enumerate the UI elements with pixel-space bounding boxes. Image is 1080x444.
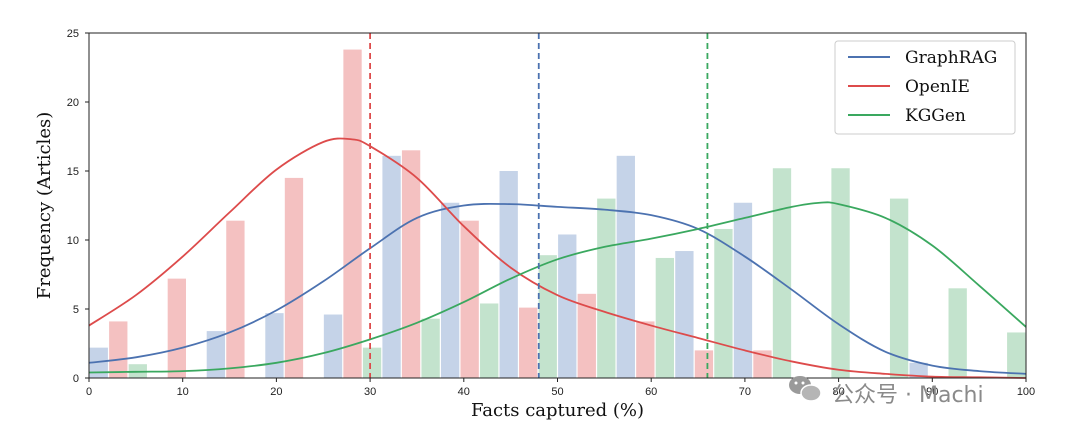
legend-items: GraphRAG OpenIE KGGen — [848, 48, 997, 126]
x-axis-title: Facts captured (%) — [471, 400, 644, 421]
bar-graphrag-bin-10 — [675, 251, 694, 378]
bar-kggen-bin-5 — [421, 318, 440, 378]
bar-graphrag-bin-8 — [558, 234, 577, 378]
bar-openie-bin-4 — [343, 49, 362, 379]
legend: GraphRAG OpenIE KGGen — [834, 40, 1016, 135]
bar-graphrag-bin-14 — [909, 362, 928, 378]
y-tick-label-5: 5 — [73, 304, 79, 316]
wechat-icon — [789, 376, 822, 402]
y-tick-label-10: 10 — [67, 235, 79, 247]
watermark-text: 公众号 · Machi — [832, 383, 984, 408]
bar-kggen-bin-12 — [831, 168, 850, 378]
y-axis-ticks: 0 5 10 15 20 25 — [67, 28, 89, 385]
watermark: 公众号 · Machi — [789, 376, 984, 408]
legend-label-kggen: KGGen — [905, 106, 966, 126]
y-tick-label-25: 25 — [67, 28, 79, 40]
x-tick-label-0: 0 — [86, 386, 92, 398]
bar-graphrag-bin-6 — [440, 202, 460, 378]
legend-box — [834, 40, 1016, 135]
y-tick-label-15: 15 — [67, 166, 79, 178]
kde-line-graphrag — [88, 202, 1027, 375]
bar-openie-bin-5 — [401, 150, 421, 378]
y-axis-title: Frequency (Articles) — [34, 112, 55, 299]
mean-lines-layer — [369, 33, 709, 378]
bar-kggen-bin-8 — [597, 198, 616, 378]
y-tick-label-20: 20 — [67, 97, 79, 109]
kde-line-kggen — [88, 201, 1027, 374]
bar-graphrag-bin-5 — [382, 155, 401, 378]
kde-layer — [88, 137, 1027, 379]
bar-kggen-bin-7 — [538, 255, 557, 378]
x-tick-label-100: 100 — [1017, 386, 1035, 398]
bar-openie-bin-3 — [284, 177, 304, 378]
bar-kggen-bin-4 — [362, 347, 382, 378]
bar-graphrag-bin-0 — [89, 347, 108, 378]
x-tick-label-50: 50 — [551, 386, 563, 398]
bar-openie-bin-1 — [167, 278, 186, 378]
bar-graphrag-bin-2 — [206, 331, 226, 378]
x-axis-ticks: 0 10 20 30 40 50 60 70 80 90 100 — [86, 378, 1035, 398]
bar-graphrag-bin-3 — [265, 313, 284, 378]
y-tick-label-0: 0 — [73, 373, 79, 385]
bar-graphrag-bin-7 — [499, 171, 518, 378]
legend-label-graphrag: GraphRAG — [905, 48, 997, 68]
bar-graphrag-bin-9 — [616, 155, 635, 378]
bar-graphrag-bin-4 — [323, 314, 343, 378]
x-tick-label-80: 80 — [832, 386, 844, 398]
bar-kggen-bin-13 — [889, 198, 909, 378]
bar-kggen-bin-9 — [655, 257, 675, 378]
bar-openie-bin-2 — [226, 220, 245, 378]
bar-openie-bin-10 — [694, 350, 714, 378]
x-tick-label-70: 70 — [739, 386, 751, 398]
x-tick-label-60: 60 — [645, 386, 657, 398]
bar-kggen-bin-15 — [1007, 332, 1026, 378]
bar-kggen-bin-10 — [714, 228, 733, 378]
x-tick-label-40: 40 — [458, 386, 470, 398]
x-tick-label-90: 90 — [926, 386, 938, 398]
legend-label-openie: OpenIE — [905, 77, 970, 97]
bar-openie-bin-0 — [109, 321, 128, 378]
kde-line-openie — [88, 137, 1027, 379]
bar-graphrag-bin-11 — [733, 202, 753, 378]
bar-openie-bin-11 — [753, 350, 772, 378]
bar-openie-bin-9 — [636, 321, 655, 378]
bar-kggen-bin-11 — [772, 168, 792, 378]
x-tick-label-30: 30 — [364, 386, 376, 398]
bar-kggen-bin-6 — [480, 303, 499, 378]
x-tick-label-20: 20 — [270, 386, 282, 398]
bar-openie-bin-7 — [519, 307, 538, 378]
bar-kggen-bin-14 — [948, 288, 967, 378]
bar-openie-bin-8 — [577, 293, 596, 378]
x-tick-label-10: 10 — [177, 386, 189, 398]
